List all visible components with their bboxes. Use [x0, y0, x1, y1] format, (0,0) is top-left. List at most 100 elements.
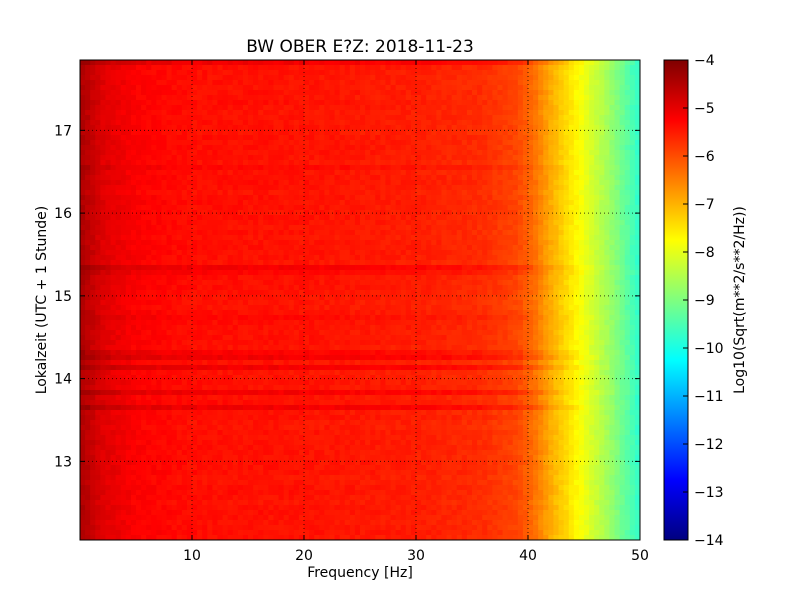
heatmap-cell [242, 130, 249, 136]
heatmap-cell [634, 170, 640, 176]
heatmap-cell [304, 130, 310, 136]
heatmap-cell [400, 180, 407, 186]
heatmap-cell [584, 175, 590, 181]
heatmap-cell [258, 70, 264, 76]
heatmap-cell [329, 175, 336, 181]
heatmap-cell [370, 105, 376, 111]
heatmap-cell [288, 175, 295, 181]
heatmap-cell [558, 60, 565, 66]
heatmap-cell [90, 265, 96, 271]
heatmap-cell [248, 230, 254, 236]
heatmap-cell [370, 240, 376, 246]
heatmap-cell [248, 180, 254, 186]
heatmap-cell [629, 155, 636, 161]
heatmap-cell [339, 195, 346, 201]
heatmap-cell [624, 210, 631, 216]
heatmap-cell [431, 275, 437, 281]
heatmap-cell [161, 150, 168, 156]
heatmap-cell [502, 215, 509, 221]
heatmap-cell [421, 275, 427, 281]
heatmap-cell [258, 110, 264, 116]
heatmap-cell [619, 140, 626, 146]
heatmap-cell [533, 170, 539, 176]
heatmap-cell [487, 210, 493, 216]
heatmap-cell [573, 105, 580, 111]
heatmap-cell [130, 215, 137, 221]
heatmap-cell [344, 115, 351, 121]
heatmap-cell [487, 190, 493, 196]
heatmap-cell [594, 150, 600, 156]
heatmap-cell [344, 205, 351, 211]
heatmap-cell [222, 195, 229, 201]
heatmap-cell [217, 225, 224, 231]
heatmap-cell [436, 120, 443, 126]
heatmap-cell [309, 90, 315, 96]
heatmap-cell [181, 195, 188, 201]
heatmap-cell [349, 175, 356, 181]
heatmap-cell [416, 70, 422, 76]
heatmap-cell [461, 220, 468, 226]
heatmap-cell [222, 160, 229, 166]
heatmap-cell [533, 220, 539, 226]
heatmap-cell [304, 155, 310, 161]
heatmap-cell [456, 120, 463, 126]
heatmap-cell [400, 145, 407, 151]
heatmap-cell [354, 190, 361, 196]
heatmap-cell [634, 90, 640, 96]
heatmap-cell [410, 260, 417, 266]
heatmap-cell [298, 75, 305, 81]
heatmap-cell [507, 80, 514, 86]
heatmap-cell [421, 200, 427, 206]
heatmap-cell [461, 230, 468, 236]
heatmap-cell [543, 180, 549, 186]
heatmap-cell [533, 195, 539, 201]
heatmap-cell [609, 250, 616, 256]
heatmap-cell [207, 80, 213, 86]
heatmap-cell [324, 165, 331, 171]
heatmap-cell [161, 140, 168, 146]
heatmap-cell [568, 225, 575, 231]
heatmap-cell [416, 175, 422, 181]
heatmap-cell [543, 110, 549, 116]
heatmap-cell [568, 95, 575, 101]
heatmap-cell [90, 85, 96, 91]
heatmap-cell [497, 260, 504, 266]
heatmap-cell [436, 275, 443, 281]
heatmap-cell [354, 80, 361, 86]
heatmap-cell [120, 265, 127, 271]
heatmap-cell [426, 245, 432, 251]
heatmap-cell [604, 60, 611, 66]
heatmap-cell [456, 225, 463, 231]
heatmap-cell [349, 205, 356, 211]
heatmap-cell [192, 170, 198, 176]
heatmap-cell [80, 270, 86, 276]
heatmap-cell [273, 235, 280, 241]
heatmap-cell [365, 110, 371, 116]
heatmap-cell [130, 140, 137, 146]
heatmap-cell [584, 185, 590, 191]
heatmap-cell [370, 225, 376, 231]
heatmap-cell [604, 225, 611, 231]
heatmap-cell [558, 140, 565, 146]
heatmap-cell [100, 120, 107, 126]
heatmap-cell [456, 125, 463, 131]
heatmap-cell [136, 255, 142, 261]
heatmap-cell [100, 130, 107, 136]
heatmap-cell [517, 135, 524, 141]
heatmap-cell [370, 210, 376, 216]
heatmap-cell [125, 160, 132, 166]
heatmap-cell [624, 110, 631, 116]
heatmap-cell [324, 140, 331, 146]
heatmap-cell [85, 140, 91, 146]
heatmap-cell [242, 110, 249, 116]
heatmap-cell [416, 185, 422, 191]
heatmap-cell [441, 250, 448, 256]
heatmap-cell [309, 110, 315, 116]
heatmap-cell [421, 140, 427, 146]
heatmap-cell [232, 195, 239, 201]
heatmap-cell [283, 270, 290, 276]
heatmap-cell [349, 70, 356, 76]
heatmap-cell [405, 250, 412, 256]
heatmap-cell [278, 260, 285, 266]
heatmap-cell [634, 100, 640, 106]
